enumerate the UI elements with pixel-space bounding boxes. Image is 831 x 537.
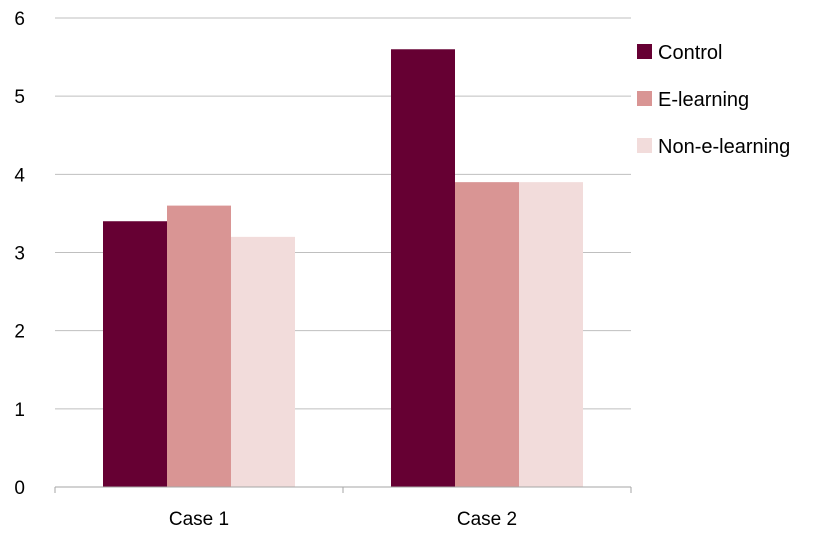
x-tick-label-case-1: Case 1 (169, 509, 229, 530)
x-tick-label-case-2: Case 2 (457, 509, 517, 530)
bar-non-e-learning-case-1 (231, 236, 295, 487)
legend-label-control: Control (658, 42, 722, 64)
y-tick-label-4: 4 (14, 165, 25, 186)
legend-swatch-e-learning (637, 91, 652, 106)
legend-swatch-control (637, 44, 652, 59)
y-axis-ticks: 0 1 2 3 4 5 6 (14, 9, 25, 499)
x-axis: Case 1 Case 2 (54, 486, 632, 530)
legend-label-e-learning: E-learning (658, 89, 749, 111)
y-tick-label-1: 1 (14, 400, 25, 421)
y-tick-label-3: 3 (14, 244, 25, 265)
y-tick-label-5: 5 (14, 87, 25, 108)
y-tick-label-2: 2 (14, 322, 25, 343)
y-tick-label-6: 6 (14, 9, 25, 30)
legend-label-non-e-learning: Non-e-learning (658, 136, 790, 158)
legend: Control E-learning Non-e-learning (637, 42, 790, 158)
y-tick-label-0: 0 (14, 478, 25, 499)
bars (103, 49, 583, 488)
bar-e-learning-case-2 (455, 182, 519, 487)
legend-swatch-non-e-learning (637, 138, 652, 153)
bar-e-learning-case-1 (167, 205, 231, 487)
bar-control-case-1 (103, 221, 167, 487)
bar-non-e-learning-case-2 (519, 182, 583, 487)
bar-control-case-2 (391, 49, 455, 488)
